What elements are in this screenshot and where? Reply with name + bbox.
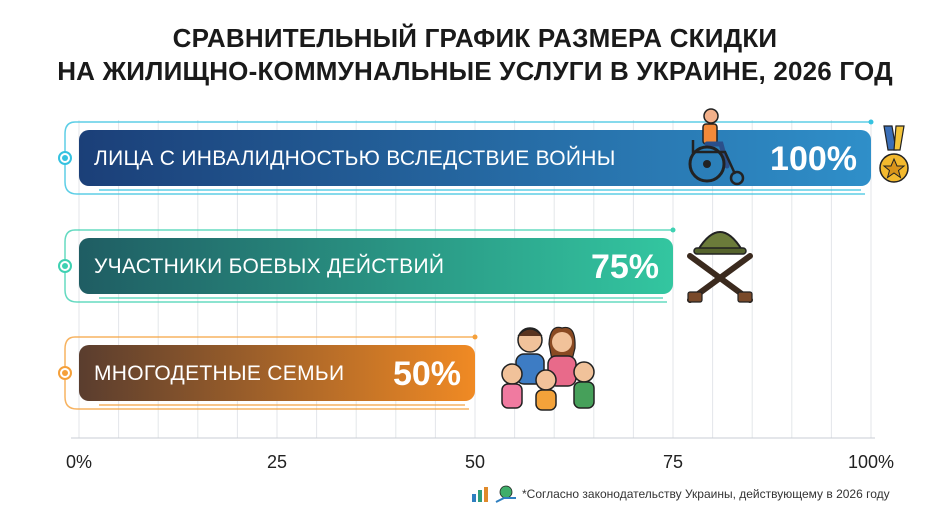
bar — [79, 238, 673, 294]
chart-title-line2: НА ЖИЛИЩНО-КОММУНАЛЬНЫЕ УСЛУГИ В УКРАИНЕ… — [57, 56, 893, 86]
bar-frame-dot — [472, 334, 478, 340]
bar — [79, 130, 871, 186]
x-tick-label: 25 — [267, 452, 287, 472]
bar-value-label: 100% — [770, 140, 857, 178]
bar-frame-dot — [868, 119, 874, 125]
bar-category-label: УЧАСТНИКИ БОЕВЫХ ДЕЙСТВИЙ — [94, 254, 444, 278]
wheelchair-icon — [688, 108, 745, 186]
bar-node-center — [62, 370, 68, 376]
x-tick-label: 0% — [66, 452, 92, 472]
family-icon — [501, 326, 595, 411]
bars: ЛИЦА С ИНВАЛИДНОСТЬЮ ВСЛЕДСТВИЕ ВОЙНЫ 100… — [58, 119, 874, 410]
x-tick-label: 75 — [663, 452, 683, 472]
chart-title-line1: СРАВНИТЕЛЬНЫЙ ГРАФИК РАЗМЕРА СКИДКИ — [172, 23, 778, 53]
x-tick-label: 100% — [848, 452, 894, 472]
bar-node-center — [62, 155, 68, 161]
money-hand-icon — [495, 485, 516, 503]
bar-frame-dot — [670, 227, 676, 233]
growth-chart-icon — [472, 487, 488, 502]
x-axis: 0% 25 50 75 100% — [66, 437, 894, 472]
x-tick-label: 50 — [465, 452, 485, 472]
bar-category-label: ЛИЦА С ИНВАЛИДНОСТЬЮ ВСЛЕДСТВИЕ ВОЙНЫ — [94, 146, 616, 170]
footnote: *Согласно законодательству Украины, дейс… — [522, 487, 890, 501]
bar — [79, 345, 475, 401]
bar-category-label: МНОГОДЕТНЫЕ СЕМЬИ — [94, 362, 344, 385]
medal-icon — [879, 125, 909, 183]
bar-node-center — [62, 263, 68, 269]
helmet-crossed-rifles-icon — [687, 231, 753, 303]
bar-value-label: 75% — [591, 248, 659, 286]
footnote-icons — [472, 485, 516, 503]
bar-value-label: 50% — [393, 355, 461, 393]
